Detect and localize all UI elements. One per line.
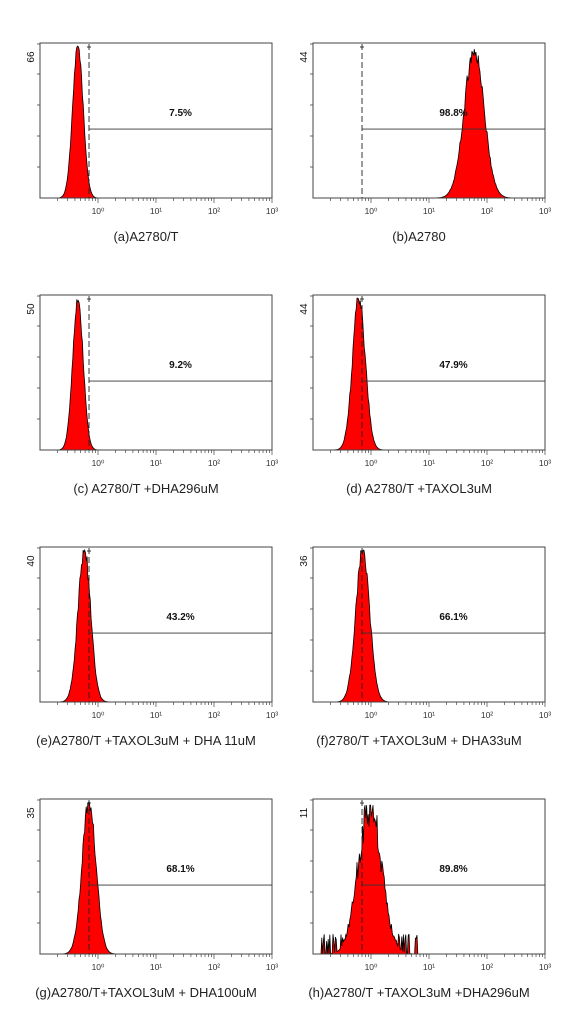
histogram-e: 43.2% 40 10⁰ 10¹ 10² 10³	[26, 546, 278, 720]
x-tick-label: 10²	[208, 206, 220, 216]
x-tick-label: 10²	[481, 962, 493, 972]
gate-percent-label: 7.5%	[169, 108, 192, 119]
panel-g: 68.1% 35 10⁰ 10¹ 10² 10³ (g)A2780/T+TAXOL3uM …	[10, 781, 282, 1011]
histogram-peak	[56, 299, 100, 451]
x-tick-label: 10³	[266, 962, 278, 972]
caption-g: (g)A2780/T+TAXOL3uM + DHA100uM	[35, 985, 257, 1000]
histogram-b: 98.8% 44 10⁰ 10¹ 10² 10³	[299, 42, 551, 216]
x-tick-label: 10⁰	[92, 710, 105, 720]
histogram-peak	[333, 549, 392, 703]
x-tick-label: 10¹	[150, 206, 162, 216]
x-tick-label: 10¹	[150, 458, 162, 468]
x-tick-label: 10¹	[423, 206, 435, 216]
y-max-label: 66	[26, 51, 37, 63]
y-max-label: 35	[26, 807, 37, 819]
caption-a: (a)A2780/T	[113, 229, 179, 244]
histogram-peak	[320, 804, 419, 955]
panel-a: 7.5% 66 10⁰ 10¹ 10² 10³ (a)A2780/T	[10, 25, 282, 255]
x-tick-label: 10³	[539, 206, 551, 216]
caption-f: (f)2780/T +TAXOL3uM + DHA33uM	[316, 733, 522, 748]
panel-b: 98.8% 44 10⁰ 10¹ 10² 10³ (b)A2780	[283, 25, 555, 255]
panel-c: 9.2% 50 10⁰ 10¹ 10² 10³ (c) A2780/T +DHA296uM	[10, 277, 282, 507]
histogram-peak	[56, 45, 100, 199]
x-tick-label: 10¹	[150, 710, 162, 720]
x-tick-label: 10³	[539, 458, 551, 468]
y-max-label: 40	[26, 555, 37, 567]
caption-b: (b)A2780	[392, 229, 446, 244]
x-tick-label: 10³	[266, 458, 278, 468]
caption-d: (d) A2780/T +TAXOL3uM	[346, 481, 492, 496]
y-max-label: 44	[299, 303, 310, 315]
gate-percent-label: 47.9%	[439, 360, 467, 371]
histogram-peak	[57, 548, 111, 703]
histogram-peak	[332, 297, 386, 451]
x-tick-label: 10⁰	[92, 458, 105, 468]
x-tick-label: 10⁰	[365, 962, 378, 972]
gate-percent-label: 68.1%	[166, 864, 194, 875]
x-tick-label: 10²	[481, 458, 493, 468]
histogram-peak	[432, 49, 516, 199]
x-tick-label: 10¹	[423, 962, 435, 972]
plot-frame	[312, 546, 546, 703]
panel-f: 66.1% 36 10⁰ 10¹ 10² 10³ (f)2780/T +TAXOL3uM …	[283, 529, 555, 759]
histogram-f: 66.1% 36 10⁰ 10¹ 10² 10³	[299, 546, 551, 720]
histogram-g: 68.1% 35 10⁰ 10¹ 10² 10³	[26, 798, 278, 972]
gate-percent-label: 89.8%	[439, 864, 467, 875]
gate-percent-label: 66.1%	[439, 612, 467, 623]
x-tick-label: 10²	[208, 962, 220, 972]
x-tick-label: 10⁰	[365, 458, 378, 468]
x-tick-label: 10²	[208, 710, 220, 720]
gate-percent-label: 98.8%	[439, 108, 467, 119]
x-tick-label: 10³	[266, 206, 278, 216]
x-tick-label: 10¹	[423, 710, 435, 720]
x-tick-label: 10²	[208, 458, 220, 468]
y-max-label: 50	[26, 303, 37, 315]
y-max-label: 44	[299, 51, 310, 63]
histogram-d: 47.9% 44 10⁰ 10¹ 10² 10³	[299, 294, 551, 468]
x-tick-label: 10³	[266, 710, 278, 720]
panel-e: 43.2% 40 10⁰ 10¹ 10² 10³ (e)A2780/T +TAXOL3uM…	[10, 529, 282, 759]
y-max-label: 11	[299, 807, 310, 818]
x-tick-label: 10⁰	[365, 206, 378, 216]
panel-d: 47.9% 44 10⁰ 10¹ 10² 10³ (d) A2780/T +TAXOL3u…	[283, 277, 555, 507]
histogram-h: 89.8% 11 10⁰ 10¹ 10² 10³	[299, 798, 551, 972]
x-tick-label: 10¹	[423, 458, 435, 468]
gate-percent-label: 9.2%	[169, 360, 192, 371]
x-tick-label: 10²	[481, 206, 493, 216]
gate-percent-label: 43.2%	[166, 612, 194, 623]
histogram-a: 7.5% 66 10⁰ 10¹ 10² 10³	[26, 42, 278, 216]
x-tick-label: 10⁰	[92, 206, 105, 216]
x-tick-label: 10³	[539, 710, 551, 720]
caption-e: (e)A2780/T +TAXOL3uM + DHA 11uM	[36, 733, 256, 748]
histogram-c: 9.2% 50 10⁰ 10¹ 10² 10³	[26, 294, 278, 468]
plot-frame	[39, 798, 273, 955]
x-tick-label: 10⁰	[92, 962, 105, 972]
x-tick-label: 10¹	[150, 962, 162, 972]
x-tick-label: 10²	[481, 710, 493, 720]
x-tick-label: 10³	[539, 962, 551, 972]
panel-h: 89.8% 11 10⁰ 10¹ 10² 10³ (h)A2780/T +TAXOL3uM…	[283, 781, 555, 1011]
caption-c: (c) A2780/T +DHA296uM	[73, 481, 219, 496]
caption-h: (h)A2780/T +TAXOL3uM +DHA296uM	[308, 985, 530, 1000]
y-max-label: 36	[299, 555, 310, 567]
x-tick-label: 10⁰	[365, 710, 378, 720]
plot-frame	[312, 42, 546, 199]
